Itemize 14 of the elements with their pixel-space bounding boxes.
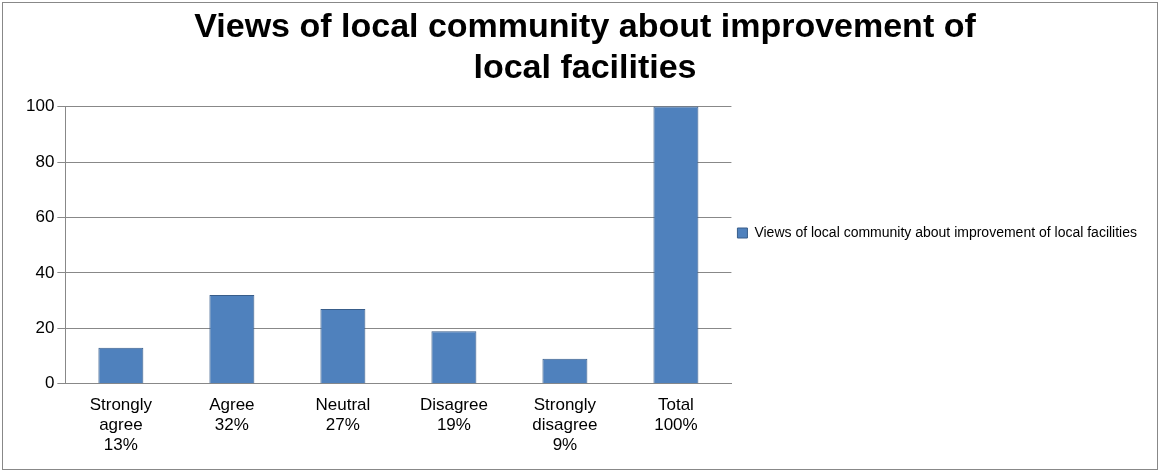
y-tick-label: 80: [35, 151, 55, 171]
x-tick-label: Total 100%: [654, 394, 698, 435]
y-tick-label: 100: [25, 96, 55, 116]
y-tick-label: 60: [35, 207, 55, 227]
x-tick-label: Strongly agree 13%: [89, 394, 153, 455]
chart-title: Views of local community about improvement of local facilities: [194, 5, 977, 85]
y-tick-label: 40: [35, 262, 55, 282]
x-tick-label: Agree 32%: [209, 394, 255, 435]
y-tick-label: 20: [35, 318, 55, 338]
y-tick-label: 0: [44, 373, 55, 393]
x-tick-label: Strongly disagree 9%: [532, 394, 598, 455]
x-tick-label: Disagree 19%: [419, 394, 488, 435]
x-tick-label: Neutral 27%: [315, 394, 371, 435]
legend-label: Views of local community about improvement of local facilities: [754, 223, 1137, 240]
